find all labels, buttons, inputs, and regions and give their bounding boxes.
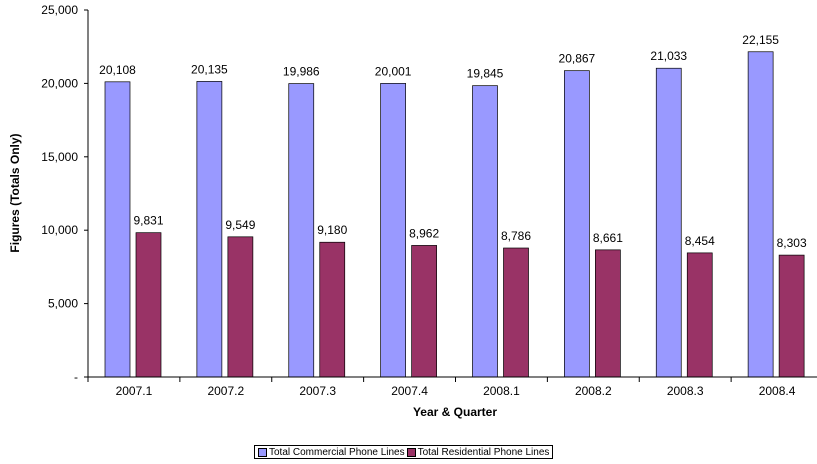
legend-swatch-residential: [406, 447, 416, 457]
data-label: 8,454: [685, 234, 715, 248]
legend-swatch-commercial: [258, 447, 267, 457]
bar-commercial: [564, 70, 590, 378]
bars: [104, 51, 805, 378]
y-tick-label: 15,000: [41, 150, 78, 164]
data-label: 20,108: [99, 63, 136, 77]
bar-commercial: [655, 67, 682, 378]
bar-residential: [595, 249, 621, 378]
y-tick-label: 20,000: [41, 76, 78, 90]
legend-item-residential: Total Residential Phone Lines: [406, 446, 550, 458]
bar-residential: [319, 241, 346, 378]
data-labels: 20,108 20,135 19,986 20,001 19,845 20,867 21,0…: [99, 33, 807, 250]
legend-item-commercial: Total Commercial Phone Lines: [258, 447, 405, 458]
x-tick-label: 2008.4: [759, 384, 796, 398]
legend-label-residential: Total Residential Phone Lines: [417, 446, 550, 458]
data-label: 9,831: [133, 214, 163, 228]
bar-commercial: [288, 83, 315, 378]
x-tick-label: 2008.1: [483, 384, 520, 398]
data-label: 8,786: [501, 229, 531, 243]
x-tick-label: 2007.1: [116, 384, 153, 398]
x-tick-label: 2007.2: [207, 384, 244, 398]
x-tick-label: 2008.3: [667, 384, 704, 398]
bar-residential: [227, 236, 254, 378]
legend: Total Commercial Phone Lines Total Resid…: [254, 445, 554, 459]
bar-residential: [411, 245, 437, 378]
y-axis-title: Figures (Totals Only): [8, 133, 22, 252]
x-axis-title: Year & Quarter: [413, 405, 497, 419]
x-axis-ticks: 2007.1 2007.2 2007.3 2007.4 2008.1 2008.2 2008…: [87, 377, 796, 398]
data-label: 8,661: [593, 231, 623, 245]
data-label: 8,962: [409, 226, 439, 240]
data-label: 22,155: [742, 33, 779, 47]
y-tick-label: 5,000: [48, 297, 78, 311]
bar-commercial: [747, 51, 774, 378]
data-label: 9,549: [225, 218, 255, 232]
data-label: 20,135: [191, 62, 228, 76]
data-label: 19,986: [283, 65, 320, 79]
y-tick-label: 25,000: [41, 3, 78, 17]
data-label: 9,180: [317, 223, 347, 237]
x-tick-label: 2007.3: [299, 384, 336, 398]
x-tick-label: 2007.4: [391, 384, 428, 398]
bar-commercial: [472, 85, 498, 378]
bar-commercial: [196, 81, 223, 378]
data-label: 20,001: [375, 64, 412, 78]
x-tick-label: 2008.2: [575, 384, 612, 398]
data-label: 19,845: [467, 67, 504, 81]
bar-residential: [686, 252, 713, 378]
y-tick-label: 10,000: [41, 223, 78, 237]
bar-residential: [778, 254, 805, 378]
bar-commercial: [104, 81, 131, 378]
data-label: 20,867: [559, 52, 596, 66]
y-axis-ticks: - 5,000 10,000 15,000 20,000 25,000: [41, 3, 88, 384]
legend-label-commercial: Total Commercial Phone Lines: [269, 446, 405, 458]
bar-residential: [503, 247, 529, 378]
y-tick-label: -: [74, 370, 78, 384]
bar-residential: [135, 232, 162, 378]
bar-commercial: [380, 83, 406, 378]
data-label: 21,033: [650, 49, 687, 63]
data-label: 8,303: [777, 236, 807, 250]
